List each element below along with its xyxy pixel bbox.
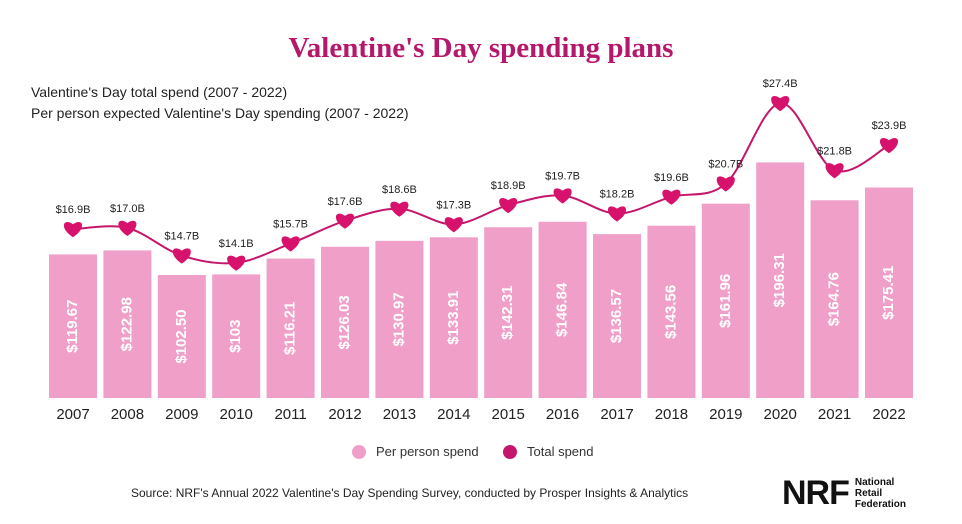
x-tick-label: 2015 xyxy=(492,406,525,423)
total-spend-label: $23.9B xyxy=(872,120,907,132)
bar-value-label: $136.57 xyxy=(608,289,625,343)
bar-value-label: $175.41 xyxy=(880,266,897,320)
x-tick-label: 2019 xyxy=(709,406,742,423)
heart-marker xyxy=(662,189,681,205)
bar xyxy=(212,274,261,398)
heart-marker xyxy=(825,163,844,179)
bar-value-label: $122.98 xyxy=(118,297,135,351)
total-spend-label: $14.7B xyxy=(164,231,199,243)
x-tick-label: 2009 xyxy=(165,406,198,423)
x-tick-label: 2014 xyxy=(437,406,470,423)
heart-marker xyxy=(607,206,627,222)
heart-marker xyxy=(390,201,409,217)
bar-value-label: $142.31 xyxy=(499,285,516,339)
bar xyxy=(865,187,913,398)
total-spend-label: $16.9B xyxy=(56,204,91,216)
bar-value-label: $116.21 xyxy=(282,302,299,355)
heart-marker xyxy=(227,255,246,271)
x-tick-label: 2010 xyxy=(220,406,253,423)
bar xyxy=(756,162,805,398)
bar xyxy=(701,203,750,398)
total-spend-label: $15.7B xyxy=(273,219,308,231)
bar xyxy=(647,225,696,398)
subtitle-per-person: Per person expected Valentine's Day spen… xyxy=(31,105,409,121)
x-tick-label: 2008 xyxy=(111,406,144,423)
legend-per-person-swatch xyxy=(352,444,366,459)
heart-marker xyxy=(716,176,735,192)
bar-value-label: $164.76 xyxy=(826,272,843,326)
bar-value-label: $143.56 xyxy=(662,285,679,339)
x-tick-label: 2021 xyxy=(818,406,851,423)
bar-value-label: $161.96 xyxy=(717,274,734,328)
legend-total-label: Total spend xyxy=(527,444,594,459)
heart-marker xyxy=(335,213,355,229)
bar xyxy=(593,234,641,398)
bar xyxy=(429,237,478,398)
legend-per-person: Per person spend xyxy=(352,444,479,459)
total-spend-label: $21.8B xyxy=(817,145,852,157)
x-tick-label: 2013 xyxy=(383,406,416,423)
subtitle-total-spend: Valentine's Day total spend (2007 - 2022… xyxy=(31,84,288,100)
heart-marker xyxy=(553,188,572,204)
total-spend-label: $17.6B xyxy=(328,196,363,208)
total-spend-label: $17.3B xyxy=(436,199,471,211)
bar xyxy=(49,254,97,398)
nrf-logo: NRF National Retail Federation xyxy=(782,474,925,513)
total-spend-label: $18.2B xyxy=(600,189,635,201)
total-spend-label: $18.9B xyxy=(491,180,526,192)
total-spend-label: $19.6B xyxy=(654,172,689,184)
bar xyxy=(538,221,587,398)
bar-value-label: $146.84 xyxy=(554,282,571,337)
bar-value-label: $196.31 xyxy=(771,253,788,307)
total-spend-label: $18.6B xyxy=(382,184,417,196)
heart-marker xyxy=(499,197,518,214)
bar xyxy=(484,227,533,398)
x-tick-label: 2020 xyxy=(764,406,797,423)
heart-marker xyxy=(879,137,899,154)
bar-value-label: $119.67 xyxy=(64,299,81,352)
x-tick-label: 2017 xyxy=(600,406,633,423)
bar xyxy=(321,246,369,398)
x-tick-label: 2022 xyxy=(872,406,905,423)
x-tick-label: 2011 xyxy=(274,406,306,423)
bar-value-label: $126.03 xyxy=(336,295,353,349)
heart-marker xyxy=(444,217,463,233)
bar-value-label: $102.50 xyxy=(173,309,190,363)
heart-marker xyxy=(118,220,137,236)
bar-value-label: $130.97 xyxy=(390,292,407,346)
nrf-logo-mark: NRF xyxy=(782,474,850,512)
bar xyxy=(103,250,152,398)
x-tick-label: 2012 xyxy=(328,406,361,423)
x-tick-label: 2018 xyxy=(655,406,688,423)
bar xyxy=(266,258,315,398)
legend-per-person-label: Per person spend xyxy=(376,444,479,459)
total-spend-label: $14.1B xyxy=(219,238,254,250)
legend-total: Total spend xyxy=(503,444,594,459)
total-spend-label: $20.7B xyxy=(708,159,743,171)
x-tick-label: 2016 xyxy=(546,406,579,423)
bar-value-label: $103 xyxy=(227,320,244,353)
total-spend-label: $17.0B xyxy=(110,203,145,215)
heart-marker xyxy=(771,95,790,112)
x-tick-label: 2007 xyxy=(56,406,89,423)
total-spend-label: $19.7B xyxy=(545,171,580,183)
legend-total-swatch xyxy=(503,444,517,459)
total-spend-label: $27.4B xyxy=(763,78,798,90)
chart-area: $119.67 2007 $122.98 2008 $102.50 2009 $103 201… xyxy=(49,78,913,423)
bar xyxy=(157,275,206,398)
bar xyxy=(810,200,859,398)
bar-value-label: $133.91 xyxy=(445,291,462,345)
heart-marker xyxy=(63,221,83,238)
bar xyxy=(375,240,424,398)
source-note: Source: NRF's Annual 2022 Valentine's Da… xyxy=(131,486,689,500)
nrf-logo-name: National Retail Federation xyxy=(854,477,907,510)
chart-title: Valentine's Day spending plans xyxy=(288,32,674,64)
heart-marker xyxy=(281,236,300,252)
heart-marker xyxy=(172,248,191,264)
